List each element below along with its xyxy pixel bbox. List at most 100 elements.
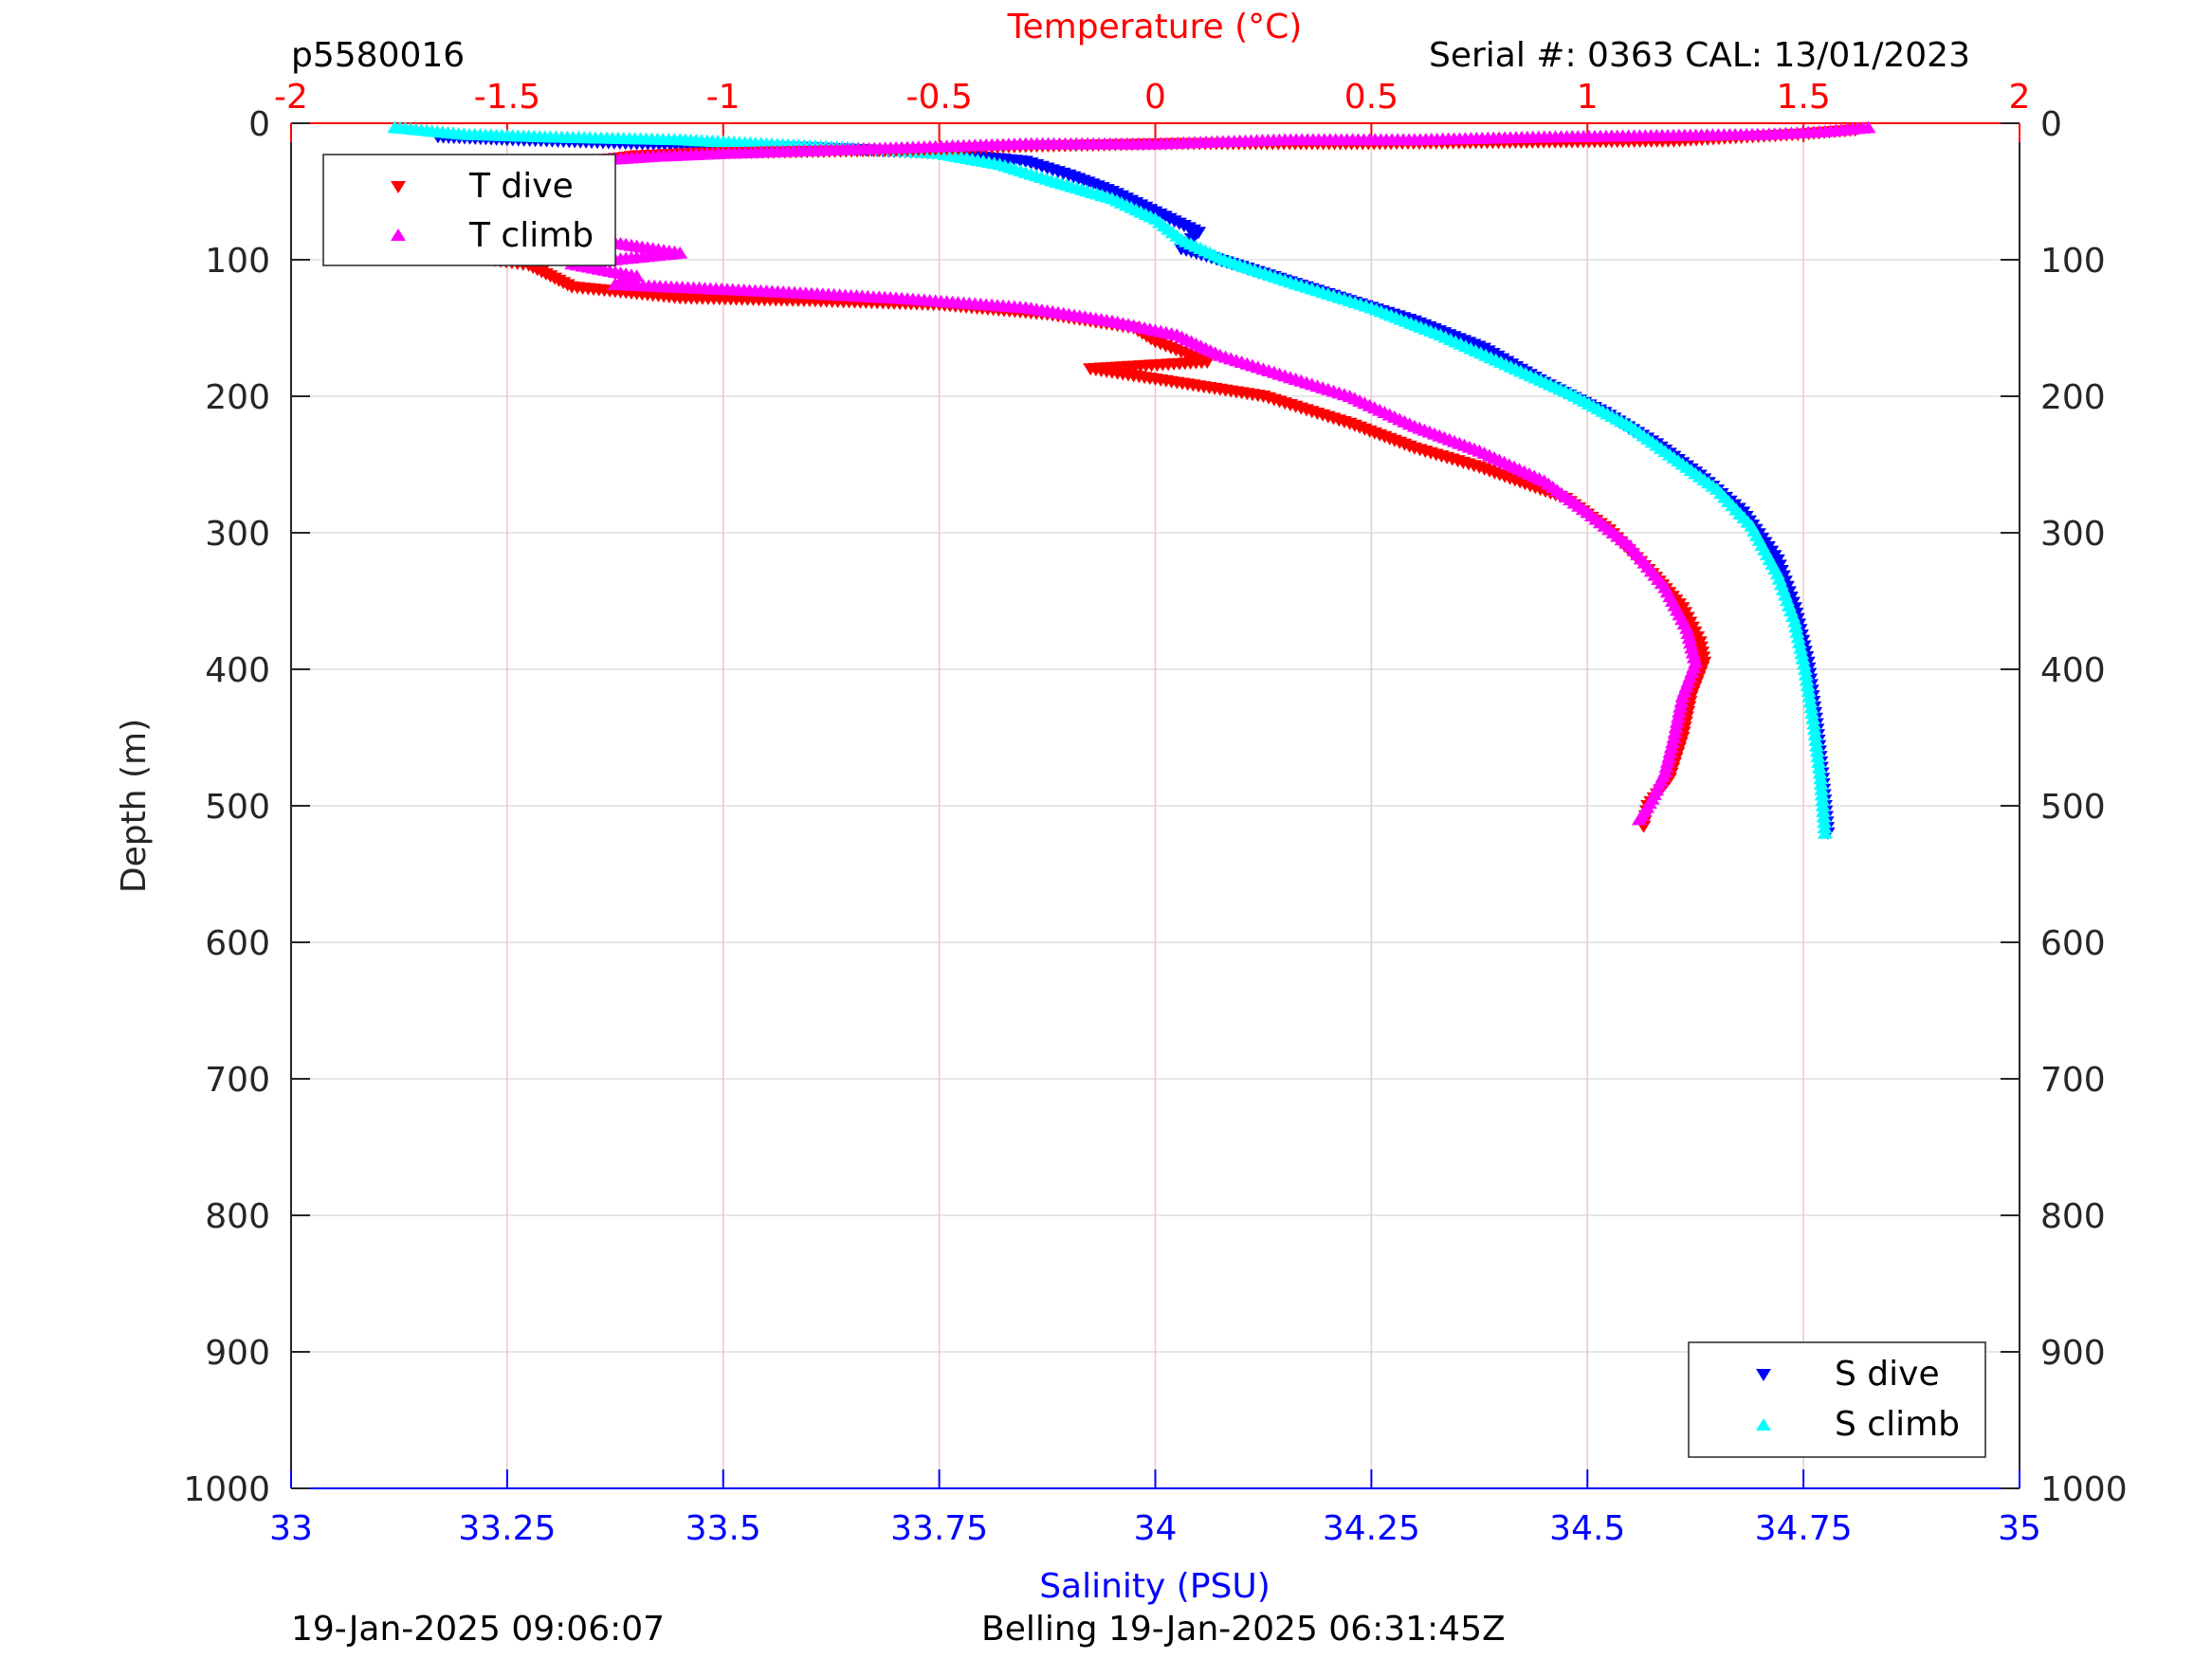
s-climb-point: [1794, 647, 1810, 660]
s-dive-legend-marker: [1756, 1369, 1771, 1381]
s-climb-point: [1817, 826, 1833, 839]
tick-label-depth-left: 300: [205, 515, 270, 554]
s-climb-point: [1790, 630, 1806, 644]
s-climb-point: [1793, 641, 1809, 654]
tick-label-depth-left: 0: [248, 105, 270, 144]
t-climb-point: [1672, 705, 1688, 718]
t-climb-point: [1670, 710, 1686, 723]
tick-label-depth-right: 500: [2040, 788, 2106, 827]
axis-ticks: 0 0 100 100 200 200 300 300 400 400 500 500 600 600 70…: [183, 78, 2127, 1548]
tick-label-depth-left: 200: [205, 378, 270, 417]
depth-axis-title: Depth (m): [115, 719, 154, 893]
tick-label-depth-left: 900: [205, 1334, 270, 1373]
tick-label-temperature: 1: [1577, 78, 1599, 117]
s-climb-point: [1811, 755, 1827, 768]
s-climb-point: [1806, 717, 1822, 730]
deployment-info: Belling 19-Jan-2025 06:31:45Z: [981, 1610, 1506, 1649]
s-climb-point: [1787, 614, 1803, 628]
s-climb-point: [1816, 810, 1832, 823]
s-climb-legend-label: S climb: [1835, 1405, 1960, 1444]
t-climb-point: [1674, 689, 1691, 702]
s-climb-point: [1815, 799, 1831, 811]
tick-label-salinity: 34.25: [1323, 1509, 1420, 1548]
t-dive-legend-marker: [391, 181, 406, 193]
tick-label-salinity: 35: [1998, 1509, 2041, 1548]
tick-label-depth-right: 100: [2040, 242, 2106, 281]
t-climb-series: [478, 120, 1876, 826]
tick-label-depth-left: 1000: [183, 1470, 270, 1509]
s-climb-point: [1810, 750, 1826, 763]
s-climb-point: [1804, 706, 1820, 720]
tick-label-depth-left: 700: [205, 1061, 270, 1100]
s-climb-point: [1808, 733, 1824, 746]
tick-label-depth-right: 700: [2040, 1061, 2106, 1100]
s-climb-point: [1797, 663, 1813, 675]
tick-label-temperature: 0: [1144, 78, 1166, 117]
s-climb-point: [1813, 776, 1829, 790]
s-climb-point: [1808, 738, 1824, 752]
tick-label-depth-left: 100: [205, 242, 270, 281]
tick-label-depth-right: 800: [2040, 1197, 2106, 1236]
tick-label-depth-right: 600: [2040, 924, 2106, 963]
t-climb-point: [1673, 695, 1690, 708]
tick-label-temperature: -1.5: [474, 78, 540, 117]
t-climb-legend-marker: [391, 228, 406, 241]
grid-lines: [291, 123, 2020, 1488]
tick-label-temperature: -2: [274, 78, 308, 117]
tick-label-depth-left: 400: [205, 651, 270, 690]
salinity-axis-title: Salinity (PSU): [1039, 1567, 1271, 1606]
s-climb-point: [1803, 701, 1819, 714]
s-climb-point: [1798, 667, 1814, 681]
tick-label-temperature: -0.5: [906, 78, 973, 117]
tick-label-depth-left: 500: [205, 788, 270, 827]
s-climb-point: [1817, 815, 1833, 829]
s-climb-point: [1789, 625, 1805, 638]
tick-label-depth-right: 200: [2040, 378, 2106, 417]
tick-label-temperature: 0.5: [1344, 78, 1398, 117]
s-climb-point: [1801, 689, 1818, 702]
s-climb-point: [1806, 722, 1822, 736]
serial-cal-info: Serial #: 0363 CAL: 13/01/2023: [1429, 36, 1970, 75]
s-climb-point: [1802, 695, 1819, 708]
tick-label-salinity: 33: [269, 1509, 313, 1548]
t-climb-point: [1673, 700, 1689, 713]
t-climb-point: [1631, 812, 1647, 826]
data-points: [387, 120, 1876, 840]
t-climb-point: [1669, 715, 1685, 728]
t-climb-point: [1668, 720, 1684, 734]
tick-label-depth-right: 400: [2040, 651, 2106, 690]
s-climb-point: [1815, 793, 1831, 807]
tick-label-depth-left: 600: [205, 924, 270, 963]
temperature-legend: T dive T climb: [322, 154, 616, 266]
tick-label-depth-right: 300: [2040, 515, 2106, 554]
tick-label-salinity: 34.75: [1755, 1509, 1853, 1548]
t-dive-legend-label: T dive: [468, 167, 574, 206]
s-climb-point: [1809, 744, 1825, 757]
s-climb-point: [1816, 804, 1832, 817]
tick-label-depth-right: 900: [2040, 1334, 2106, 1373]
s-dive-legend-label: S dive: [1835, 1355, 1940, 1394]
s-climb-point: [1814, 782, 1830, 795]
tick-label-temperature: 1.5: [1776, 78, 1830, 117]
s-climb-point: [1800, 679, 1816, 692]
tick-label-salinity: 34.5: [1549, 1509, 1625, 1548]
s-climb-point: [1817, 821, 1833, 834]
tick-label-temperature: 2: [2009, 78, 2031, 117]
s-climb-series: [387, 120, 1833, 839]
s-climb-point: [1812, 766, 1828, 779]
tick-label-salinity: 33.25: [458, 1509, 556, 1548]
s-climb-point: [1801, 684, 1817, 698]
s-climb-point: [1811, 760, 1827, 774]
tick-label-depth-right: 1000: [2040, 1470, 2128, 1509]
s-climb-point: [1807, 728, 1823, 741]
temperature-axis-title: Temperature (°C): [1007, 8, 1303, 46]
profile-id: p5580016: [291, 36, 465, 75]
s-climb-legend-marker: [1756, 1418, 1771, 1431]
tick-label-temperature: -1: [706, 78, 740, 117]
s-climb-point: [1796, 657, 1812, 670]
salinity-legend: S dive S climb: [1688, 1341, 1986, 1458]
tick-label-salinity: 33.75: [890, 1509, 988, 1548]
s-climb-point: [1799, 673, 1815, 686]
timestamp-left: 19-Jan-2025 09:06:07: [291, 1610, 665, 1649]
